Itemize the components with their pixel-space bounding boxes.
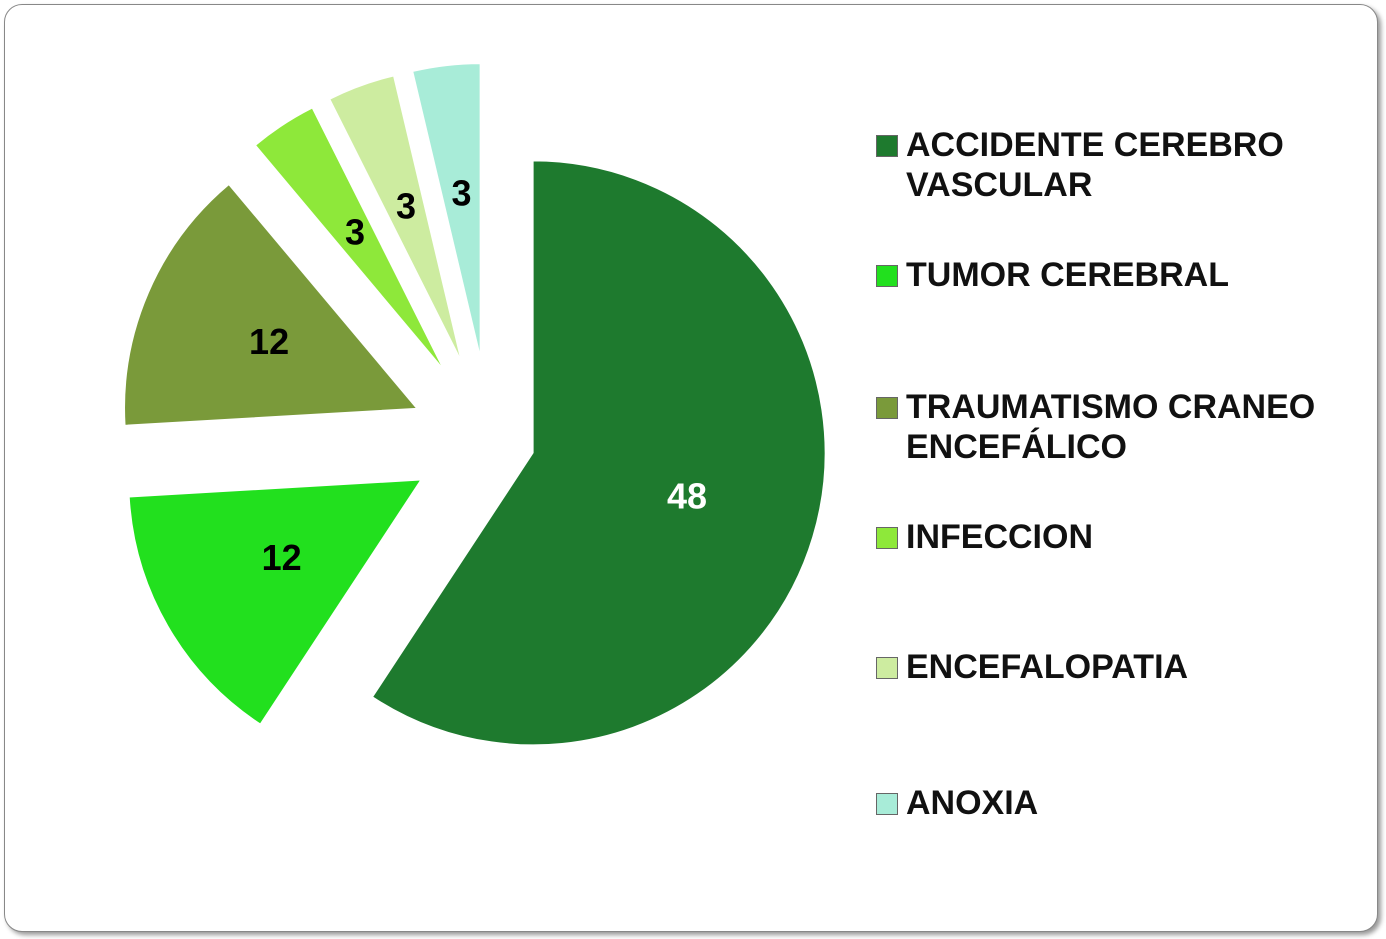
data-label: 3: [396, 186, 416, 227]
legend-swatch: [876, 397, 898, 419]
legend-label: ACCIDENTE CEREBRO VASCULAR: [906, 126, 1284, 204]
legend-item: ANOXIA: [876, 783, 1346, 823]
legend-item: ACCIDENTE CEREBRO VASCULAR: [876, 125, 1346, 205]
legend-label: INFECCION: [906, 518, 1093, 556]
pie-slice: [371, 160, 826, 746]
legend-item: ENCEFALOPATIA: [876, 647, 1346, 687]
pie-slice: [254, 107, 444, 370]
data-label: 3: [451, 173, 471, 214]
legend-label: TRAUMATISMO CRANEO ENCEFÁLICO: [906, 388, 1316, 466]
pie-slice: [329, 75, 462, 361]
legend-item: TUMOR CEREBRAL: [876, 255, 1346, 295]
legend-label: TUMOR CEREBRAL: [906, 256, 1229, 294]
legend-swatch: [876, 265, 898, 287]
data-label: 3: [345, 211, 365, 252]
legend-label: ANOXIA: [906, 784, 1039, 822]
legend-label: ENCEFALOPATIA: [906, 648, 1189, 686]
legend-swatch: [876, 793, 898, 815]
legend-swatch: [876, 657, 898, 679]
pie-slice: [412, 63, 481, 356]
data-label: 12: [249, 321, 289, 362]
pie-slice: [128, 479, 422, 725]
pie-slice: [124, 183, 418, 426]
data-label: 12: [262, 537, 302, 578]
legend-swatch: [876, 527, 898, 549]
legend-item: TRAUMATISMO CRANEO ENCEFÁLICO: [876, 387, 1346, 467]
legend-swatch: [876, 135, 898, 157]
data-label: 48: [667, 475, 707, 516]
legend-item: INFECCION: [876, 517, 1346, 557]
